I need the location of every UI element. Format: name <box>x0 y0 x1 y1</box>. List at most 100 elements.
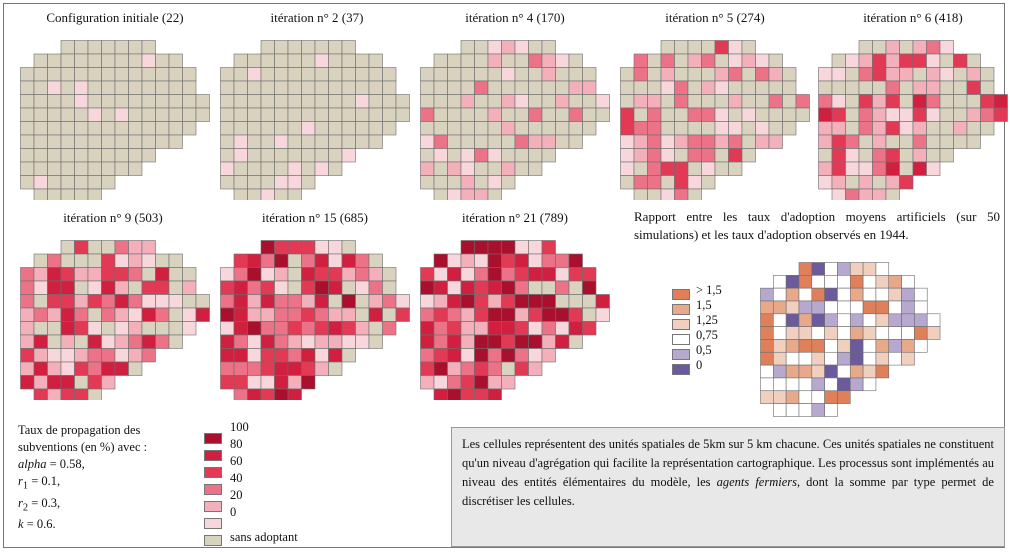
ratio-cell <box>837 390 851 404</box>
map-cell <box>155 267 170 282</box>
map-cell <box>287 148 302 163</box>
ratio-cell <box>760 390 774 404</box>
legend-param-r1: r1 = 0.1, <box>18 473 218 495</box>
map-cell <box>74 121 89 136</box>
map-cell <box>328 121 343 136</box>
ratio-cell <box>773 339 787 353</box>
map-cell <box>687 121 702 136</box>
r2-value: = 0.3, <box>28 495 61 510</box>
map-cell <box>447 107 462 122</box>
map-cell <box>555 334 570 349</box>
prop-label-0: 0 <box>230 505 237 519</box>
map-cell <box>60 107 75 122</box>
map-cell <box>182 94 197 109</box>
map-cell <box>633 134 648 149</box>
map-cell <box>274 280 289 295</box>
map-cell <box>620 134 635 149</box>
ratio-cell <box>773 287 787 302</box>
ratio-cell <box>824 403 838 417</box>
ratio-cell <box>901 300 915 315</box>
map-cell <box>87 253 102 268</box>
map-cell <box>582 294 597 309</box>
map-cell <box>33 321 48 336</box>
map-cell <box>912 121 927 136</box>
ratio-label-075: 0,75 <box>696 328 718 342</box>
ratio-cell <box>811 339 825 353</box>
map-cell <box>568 334 583 349</box>
ratio-cell <box>773 275 787 289</box>
map-cell <box>568 321 583 336</box>
map-cell <box>314 280 329 295</box>
map-cell <box>33 294 48 309</box>
map-cell <box>287 361 302 376</box>
map-title-3: itération n° 5 (274) <box>665 10 765 25</box>
map-cell <box>20 267 35 282</box>
map-cell <box>195 307 210 322</box>
map-cell <box>701 121 716 136</box>
ratio-cell <box>811 364 825 379</box>
map-cell <box>20 80 35 95</box>
map-cell <box>620 67 635 82</box>
map-cell <box>568 107 583 122</box>
map-cell <box>939 67 954 82</box>
map-cell <box>260 361 275 376</box>
map-cell <box>301 375 316 390</box>
map-cell <box>128 240 143 255</box>
map-cell <box>382 267 397 282</box>
map-cell <box>701 40 716 55</box>
map-cell <box>141 280 156 295</box>
map-cell <box>368 107 383 122</box>
ratio-cell <box>888 313 902 327</box>
map-cell <box>555 253 570 268</box>
map-cell <box>220 321 235 336</box>
map-cell <box>501 121 516 136</box>
map-cell <box>314 53 329 68</box>
map-cell <box>382 321 397 336</box>
map-cell <box>101 67 116 82</box>
map-cell <box>528 107 543 122</box>
map-cell <box>447 94 462 109</box>
map-cell <box>274 175 289 190</box>
map-cell <box>420 134 435 149</box>
map-cell <box>741 121 756 136</box>
map-cell <box>233 388 248 400</box>
map-cell <box>474 321 489 336</box>
map-cell <box>845 175 860 190</box>
map-cell <box>341 94 356 109</box>
prop-swatch-100 <box>204 433 222 444</box>
ratio-cell <box>773 313 787 327</box>
map-cell <box>501 107 516 122</box>
map-cell <box>60 94 75 109</box>
map-cell <box>768 121 783 136</box>
map-cell <box>87 188 102 200</box>
map-cell <box>460 188 475 200</box>
map-cell <box>528 40 543 55</box>
map-cell <box>633 53 648 68</box>
map-cell <box>314 148 329 163</box>
map-cell <box>474 148 489 163</box>
map-cell <box>395 307 410 322</box>
map-cell <box>314 321 329 336</box>
ratio-cell <box>760 364 774 379</box>
map-cell <box>355 267 370 282</box>
map-cell <box>233 107 248 122</box>
map-cell <box>114 161 129 176</box>
map-cell <box>328 294 343 309</box>
map-cell <box>314 40 329 55</box>
map-cell <box>74 307 89 322</box>
map-cell <box>487 348 502 363</box>
map-cell <box>155 53 170 68</box>
map-cell <box>741 40 756 55</box>
map-cell <box>420 107 435 122</box>
map-cell <box>993 107 1008 122</box>
map-cell <box>487 267 502 282</box>
map-cell <box>487 240 502 255</box>
map-cell <box>220 348 235 363</box>
map-cell <box>301 67 316 82</box>
map-cell <box>474 121 489 136</box>
map-cell <box>818 67 833 82</box>
map-cell <box>433 321 448 336</box>
map-cell <box>647 188 662 200</box>
map-cell <box>460 94 475 109</box>
map-cell <box>355 134 370 149</box>
